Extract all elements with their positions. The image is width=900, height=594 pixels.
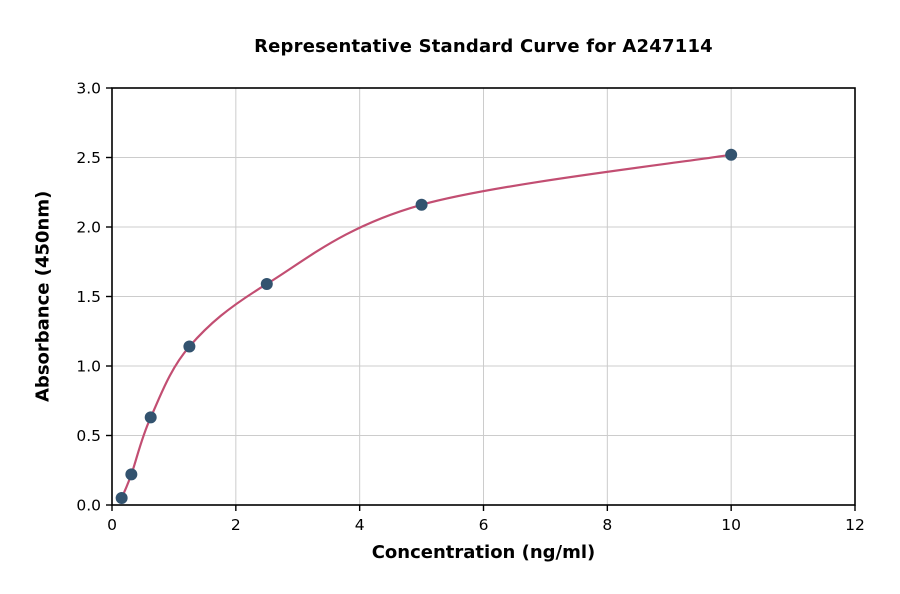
- x-tick-label: 8: [602, 516, 612, 534]
- x-axis-label: Concentration (ng/ml): [371, 542, 596, 563]
- x-tick-label: 4: [355, 516, 365, 534]
- fit-curve: [120, 153, 733, 500]
- data-point: [144, 411, 157, 424]
- x-tick-label: 2: [231, 516, 241, 534]
- x-tick-label: 12: [845, 516, 865, 534]
- x-tick-label: 6: [479, 516, 489, 534]
- y-tick-label: 2.0: [76, 219, 101, 237]
- data-point: [725, 148, 738, 161]
- y-tick-label: 2.5: [76, 149, 101, 167]
- data-point: [125, 468, 138, 481]
- y-tick-label: 1.5: [76, 288, 101, 306]
- x-tick-label: 0: [107, 516, 117, 534]
- y-tick-label: 1.0: [76, 358, 101, 376]
- data-point: [183, 340, 196, 353]
- data-point: [260, 277, 273, 290]
- chart-title: Representative Standard Curve for A24711…: [254, 36, 713, 57]
- x-tick-label: 10: [721, 516, 741, 534]
- y-tick-label: 3.0: [76, 80, 101, 98]
- y-tick-label: 0.5: [76, 427, 101, 445]
- data-point: [415, 198, 428, 211]
- data-point: [115, 492, 128, 505]
- y-tick-label: 0.0: [76, 497, 101, 515]
